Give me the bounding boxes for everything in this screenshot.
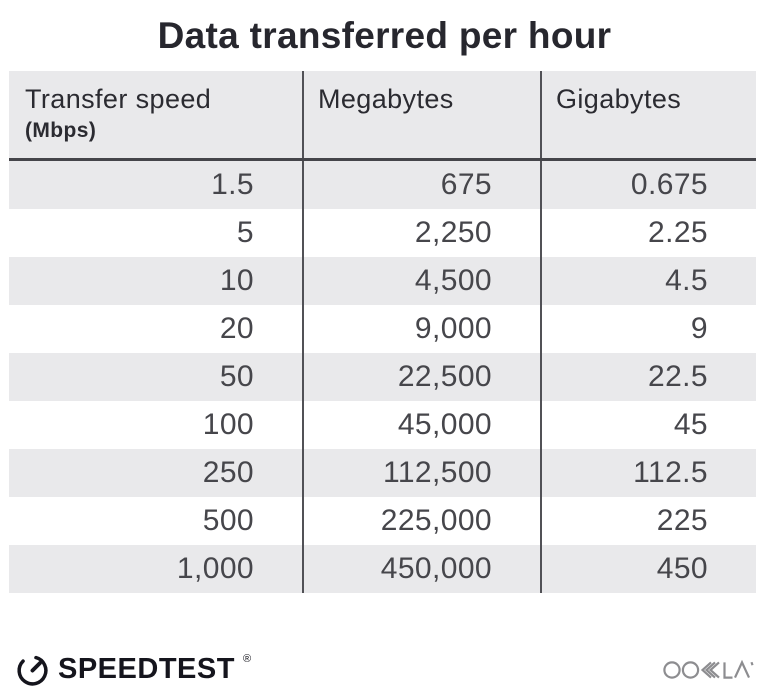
cell-gigabytes: 22.5	[540, 353, 756, 401]
table-row: 10 4,500 4.5	[9, 257, 756, 305]
table-row: 250 112,500 112.5	[9, 449, 756, 497]
table-row: 5 2,250 2.25	[9, 209, 756, 257]
speedtest-logo: SPEEDTEST ®	[14, 651, 252, 688]
header-transfer-speed-unit: (Mbps)	[25, 119, 97, 142]
registered-trademark-mark: ®	[242, 653, 252, 665]
speedtest-gauge-icon	[17, 655, 48, 686]
cell-gigabytes: 0.675	[540, 161, 756, 209]
cell-megabytes: 9,000	[302, 305, 540, 353]
ookla-wordmark-icon	[663, 659, 754, 679]
cell-megabytes: 45,000	[302, 401, 540, 449]
cell-speed: 1.5	[211, 168, 254, 201]
cell-gigabytes: 45	[540, 401, 756, 449]
page-title: Data transferred per hour	[157, 15, 612, 56]
cell-megabytes: 22,500	[302, 353, 540, 401]
footer: SPEEDTEST ® OOKLA	[14, 648, 755, 690]
table-row: 1,000 450,000 450	[9, 545, 756, 593]
ookla-logo: OOKLA	[663, 658, 755, 680]
header-gigabytes: Gigabytes	[540, 71, 756, 158]
cell-megabytes: 112,500	[302, 449, 540, 497]
cell-speed: 20	[219, 312, 254, 345]
header-transfer-speed: Transfer speed (Mbps)	[9, 71, 302, 158]
cell-speed: 50	[219, 360, 254, 393]
cell-megabytes: 2,250	[302, 209, 540, 257]
table-row: 500 225,000 225	[9, 497, 756, 545]
table-header-row: Transfer speed (Mbps) Megabytes Gigabyte…	[9, 71, 756, 161]
speedtest-wordmark: SPEEDTEST	[58, 653, 235, 685]
cell-speed: 500	[202, 504, 254, 537]
header-transfer-speed-label: Transfer speed	[25, 84, 212, 114]
cell-speed: 100	[202, 408, 254, 441]
cell-speed: 10	[219, 264, 254, 297]
cell-speed: 1,000	[176, 552, 254, 585]
table-row: 50 22,500 22.5	[9, 353, 756, 401]
cell-gigabytes: 2.25	[540, 209, 756, 257]
cell-gigabytes: 4.5	[540, 257, 756, 305]
cell-gigabytes: 9	[540, 305, 756, 353]
table-row: 20 9,000 9	[9, 305, 756, 353]
cell-speed: 250	[202, 456, 254, 489]
cell-megabytes: 675	[302, 161, 540, 209]
cell-megabytes: 225,000	[302, 497, 540, 545]
table-row: 100 45,000 45	[9, 401, 756, 449]
table-row: 1.5 675 0.675	[9, 161, 756, 209]
header-megabytes: Megabytes	[302, 71, 540, 158]
cell-megabytes: 450,000	[302, 545, 540, 593]
cell-gigabytes: 225	[540, 497, 756, 545]
cell-speed: 5	[236, 216, 254, 249]
cell-gigabytes: 450	[540, 545, 756, 593]
cell-megabytes: 4,500	[302, 257, 540, 305]
data-table: Transfer speed (Mbps) Megabytes Gigabyte…	[9, 71, 756, 593]
cell-gigabytes: 112.5	[540, 449, 756, 497]
